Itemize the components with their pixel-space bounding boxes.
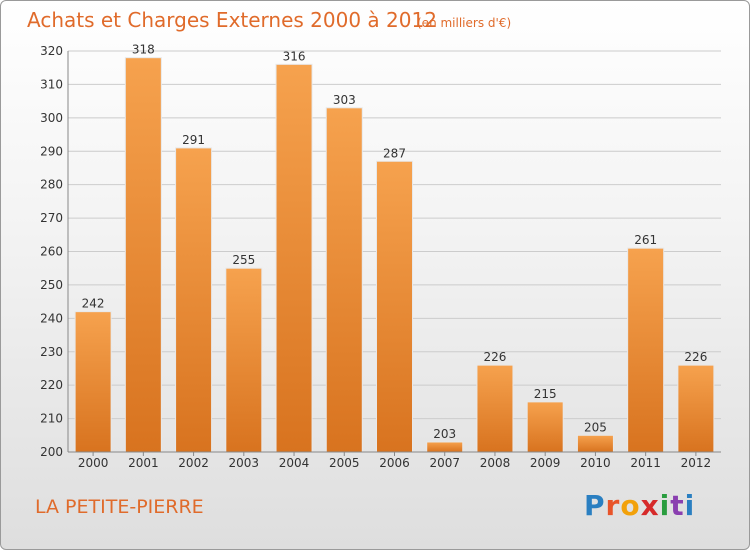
y-tick-label: 250 — [40, 278, 63, 292]
x-tick-label-2010: 2010 — [580, 456, 611, 470]
bar-2007 — [426, 441, 464, 453]
data-label-2004: 316 — [283, 49, 306, 63]
x-tick-label-2004: 2004 — [279, 456, 310, 470]
logo-letter: i — [659, 489, 671, 522]
bar-2000 — [74, 311, 112, 453]
y-tick-label: 230 — [40, 345, 63, 359]
data-label-2002: 291 — [182, 133, 205, 147]
bar-2008 — [476, 364, 514, 453]
bar-2011 — [627, 247, 665, 453]
chart-subtitle: (en milliers d'€) — [417, 16, 511, 30]
bar-2006 — [376, 160, 413, 453]
x-tick-label-2000: 2000 — [78, 456, 109, 470]
data-label-2007: 203 — [433, 427, 456, 441]
bar-2004 — [275, 63, 313, 453]
x-tick-label-2006: 2006 — [379, 456, 410, 470]
logo-letter: o — [620, 489, 641, 522]
data-label-2006: 287 — [383, 146, 406, 160]
bar-2012 — [677, 364, 715, 453]
x-tick-label-2005: 2005 — [329, 456, 360, 470]
y-tick-label: 210 — [40, 412, 63, 426]
logo-letter: x — [640, 489, 660, 522]
y-tick-label: 240 — [40, 311, 63, 325]
data-label-2011: 261 — [634, 233, 657, 247]
data-label-2010: 205 — [584, 420, 607, 434]
bar-2010 — [576, 434, 614, 453]
bar-2009 — [526, 401, 564, 453]
y-tick-label: 300 — [40, 111, 63, 125]
axes: 200 210 220 230 240 250 260 270 280 290 300 310 320 2… — [40, 44, 721, 470]
x-tick-label-2003: 2003 — [229, 456, 260, 470]
bars — [74, 57, 715, 453]
data-label-2000: 242 — [82, 297, 105, 311]
data-labels: 242 318 291 255 316 303 287 203 226 215 205 261 226 — [82, 43, 708, 441]
x-tick-label-2002: 2002 — [178, 456, 209, 470]
x-tick-label-2008: 2008 — [480, 456, 511, 470]
y-tick-label: 320 — [40, 44, 63, 58]
place-name: LA PETITE-PIERRE — [35, 496, 204, 518]
logo-letter: i — [684, 489, 696, 522]
x-tick-label-2011: 2011 — [630, 456, 661, 470]
data-label-2005: 303 — [333, 93, 356, 107]
proxiti-logo[interactable]: Proxiti — [584, 489, 695, 522]
y-tick-label: 280 — [40, 178, 63, 192]
data-label-2008: 226 — [484, 350, 507, 364]
y-tick-label: 260 — [40, 245, 63, 259]
x-tick-label-2001: 2001 — [128, 456, 159, 470]
logo-letter: r — [605, 489, 621, 522]
data-label-2001: 318 — [132, 43, 155, 57]
data-label-2012: 226 — [684, 350, 707, 364]
y-tick-label: 220 — [40, 378, 63, 392]
y-tick-label: 310 — [40, 77, 63, 91]
y-tick-label: 200 — [40, 445, 63, 459]
chart-title: Achats et Charges Externes 2000 à 2012 — [27, 8, 437, 32]
logo-letter: t — [670, 489, 685, 522]
x-tick-label-2009: 2009 — [530, 456, 561, 470]
data-label-2003: 255 — [232, 253, 255, 267]
bar-2001 — [124, 57, 162, 453]
x-tick-label-2012: 2012 — [681, 456, 712, 470]
logo-letter: P — [584, 489, 606, 522]
data-label-2009: 215 — [534, 387, 557, 401]
bar-2005 — [325, 107, 363, 453]
bar-2003 — [225, 267, 263, 453]
y-tick-label: 290 — [40, 144, 63, 158]
y-tick-label: 270 — [40, 211, 63, 225]
bar-2002 — [175, 147, 213, 453]
x-tick-label-2007: 2007 — [429, 456, 460, 470]
